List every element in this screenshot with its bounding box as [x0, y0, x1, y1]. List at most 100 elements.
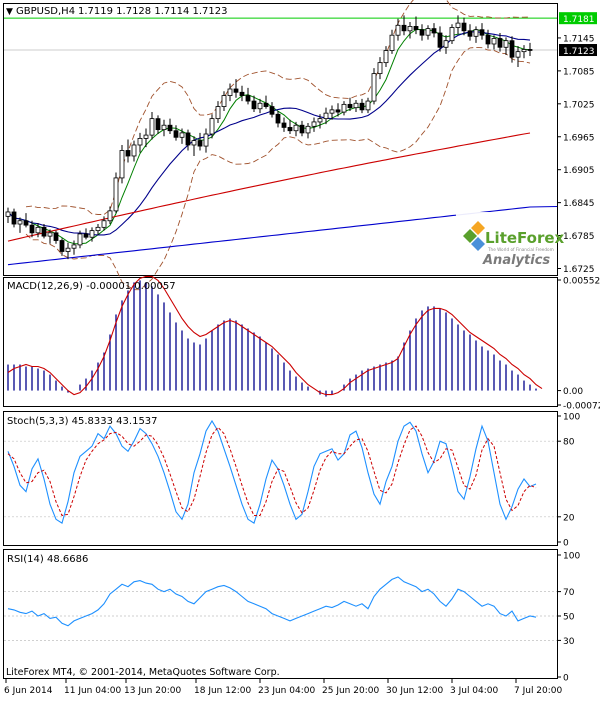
- candle-body: [125, 150, 131, 157]
- candle-body: [383, 50, 389, 64]
- candle-body: [461, 22, 467, 32]
- time-label: 18 Jun 12:00: [194, 686, 251, 696]
- candle-body: [179, 132, 185, 138]
- stoch-signal-line: [7, 425, 537, 517]
- candle-body: [317, 118, 323, 123]
- candle-body: [371, 73, 377, 102]
- candle-body: [275, 113, 281, 124]
- rsi-title: RSI(14) 48.6686: [7, 554, 88, 565]
- candle-body: [167, 124, 173, 132]
- stoch-main-line: [7, 419, 537, 524]
- price-tick-label: 1.6785: [563, 232, 595, 242]
- macd-title: MACD(12,26,9) -0.00001 0.00057: [7, 281, 176, 292]
- candle-body: [143, 134, 149, 139]
- price-tick-label: 1.7145: [563, 34, 595, 44]
- candle-body: [119, 150, 125, 179]
- candle-body: [347, 103, 353, 109]
- candle-body: [59, 240, 65, 252]
- candle-body: [449, 27, 455, 42]
- time-label: 25 Jun 20:00: [322, 686, 379, 696]
- candle-body: [485, 34, 491, 45]
- candle-body: [149, 118, 155, 136]
- price-tick-label: 1.6965: [563, 133, 595, 143]
- rsi-line: [7, 576, 537, 627]
- candle-body: [257, 102, 263, 110]
- candle-body: [173, 130, 179, 138]
- candle-body: [107, 210, 113, 222]
- candle-body: [65, 247, 71, 252]
- candle-body: [239, 91, 245, 96]
- candle-body: [431, 28, 437, 34]
- rsi-panel-frame: [3, 549, 558, 679]
- candle-body: [473, 29, 479, 37]
- candle-body: [233, 88, 239, 93]
- candle-body: [53, 232, 59, 241]
- stoch-title: Stoch(5,3,3) 45.8333 43.1537: [7, 416, 158, 427]
- time-label: 7 Jul 20:00: [514, 686, 563, 696]
- candle-body: [521, 49, 527, 53]
- candle-body: [497, 38, 503, 48]
- candle-body: [35, 226, 41, 234]
- candle-body: [491, 38, 497, 45]
- upper-band: [25, 0, 531, 215]
- candle-body: [17, 220, 23, 225]
- candle-body: [389, 34, 395, 51]
- candle-body: [401, 24, 407, 32]
- ma-slow-line: [7, 132, 531, 242]
- candle-body: [299, 124, 305, 134]
- time-label: 13 Jun 20:00: [124, 686, 181, 696]
- candle-body: [137, 138, 143, 146]
- candle-body: [365, 100, 371, 111]
- candle-body: [227, 88, 233, 96]
- time-label: 11 Jun 04:00: [64, 686, 121, 696]
- candle-body: [251, 100, 257, 110]
- candle-body: [77, 233, 83, 246]
- candle-body: [281, 122, 287, 128]
- candle-body: [329, 109, 335, 114]
- candle-body: [29, 224, 35, 234]
- candle-body: [23, 220, 29, 226]
- candle-body: [161, 124, 167, 131]
- candle-body: [335, 109, 341, 113]
- envelope-bands: [25, 0, 531, 291]
- candle-body: [413, 26, 419, 31]
- price-axis-ticks: 1.7145 1.7085 1.7025 1.6965 1.6905 1.6845 1.67…: [4, 12, 597, 275]
- rsi-tick-label: 50: [563, 613, 575, 623]
- rsi-tick-label: 0: [563, 674, 569, 684]
- candle-body: [377, 62, 383, 75]
- ma-fast-line: [7, 28, 531, 245]
- logo-tagline: The World of Financial Freedom: [487, 247, 554, 252]
- candle-body: [47, 232, 53, 237]
- moving-averages: [7, 28, 558, 266]
- stoch-tick-label: 0: [563, 539, 569, 549]
- candle-body: [503, 40, 509, 48]
- logo-sub: Analytics: [482, 253, 550, 268]
- candle-body: [83, 233, 89, 238]
- ma-mid-line: [7, 31, 531, 236]
- candle-body: [155, 118, 161, 131]
- candle-body: [311, 121, 317, 127]
- copyright: LiteForex MT4, © 2001-2014, MetaQuotes S…: [6, 667, 280, 678]
- price-tick-label: 1.6725: [563, 265, 595, 275]
- candle-body: [479, 29, 485, 36]
- candle-body: [11, 211, 17, 225]
- price-tick-label: 1.7025: [563, 100, 595, 110]
- candle-body: [95, 226, 101, 232]
- macd-tick-label: 0.00552: [563, 277, 600, 287]
- candle-body: [71, 244, 77, 249]
- macd-tick-label: -0.00072: [563, 402, 600, 412]
- current-price-label: 1.7123: [563, 47, 595, 57]
- candle-body: [425, 28, 431, 36]
- candle-body: [359, 102, 365, 111]
- candlesticks: [5, 15, 533, 260]
- candle-body: [437, 32, 443, 48]
- resistance-label-box: [559, 12, 597, 25]
- candle-body: [455, 22, 461, 28]
- resistance-label: 1.7181: [563, 15, 595, 25]
- macd-indicator: 0.00552 0.00 -0.00072: [7, 275, 600, 412]
- price-tick-label: 1.7085: [563, 67, 595, 77]
- candle-body: [353, 102, 359, 109]
- liteforex-logo: LiteForex The World of Financial Freedom…: [456, 212, 565, 270]
- time-label: 3 Jul 04:00: [450, 686, 499, 696]
- candle-body: [113, 177, 119, 212]
